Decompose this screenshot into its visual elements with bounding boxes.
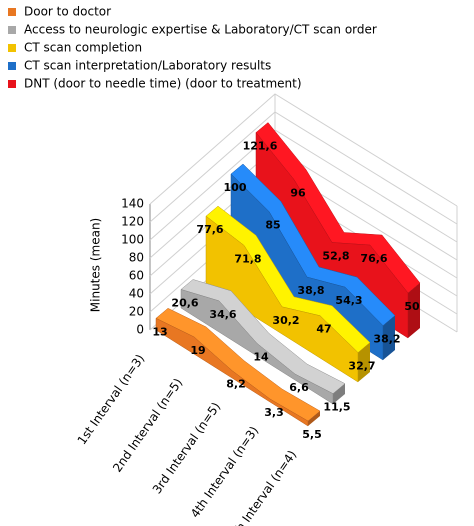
- value-label: 85: [265, 219, 280, 232]
- y-tick-label: 100: [121, 233, 144, 247]
- ribbon-end: [383, 315, 395, 360]
- ribbon-front: [155, 317, 309, 427]
- value-label: 11,5: [323, 401, 350, 414]
- legend-label: DNT (door to needle time) (door to treat…: [24, 77, 302, 91]
- value-label: 47: [316, 323, 331, 336]
- value-label: 52,8: [322, 249, 349, 262]
- legend-swatch: [8, 44, 16, 52]
- ribbon-end: [408, 283, 420, 338]
- value-label: 50: [404, 300, 420, 313]
- value-label: 13: [152, 325, 167, 338]
- value-label: 76,6: [360, 252, 387, 265]
- legend-swatch: [8, 26, 16, 34]
- ribbon-front: [180, 289, 334, 405]
- legend-label: Door to doctor: [24, 5, 111, 19]
- legend-swatch: [8, 62, 16, 70]
- value-label: 3,3: [264, 406, 284, 419]
- ribbon-end: [308, 411, 320, 426]
- value-label: 30,2: [272, 314, 299, 327]
- y-axis-label: Minutes (mean): [89, 218, 103, 312]
- legend-swatch: [8, 8, 16, 16]
- value-label: 34,6: [209, 308, 236, 321]
- y-tick-label: 80: [129, 251, 144, 265]
- value-label: 5,5: [302, 428, 322, 441]
- value-label: 20,6: [171, 296, 198, 309]
- ribbon-end: [358, 342, 370, 382]
- y-tick-label: 140: [121, 197, 144, 211]
- value-label: 96: [290, 187, 306, 200]
- value-label: 8,2: [226, 378, 246, 391]
- legend-label: Access to neurologic expertise & Laborat…: [24, 23, 377, 37]
- ribbon-end: [333, 383, 345, 404]
- value-label: 54,3: [335, 294, 362, 307]
- y-tick-label: 40: [129, 287, 144, 301]
- value-label: 71,8: [234, 252, 261, 265]
- legend-label: CT scan completion: [24, 41, 142, 55]
- y-tick-label: 120: [121, 215, 144, 229]
- legend-swatch: [8, 80, 16, 88]
- value-label: 6,6: [289, 381, 309, 394]
- y-tick-label: 0: [136, 323, 144, 337]
- value-label: 38,8: [297, 284, 324, 297]
- value-label: 100: [224, 181, 247, 194]
- y-tick-label: 20: [129, 305, 144, 319]
- y-tick-label: 60: [129, 269, 144, 283]
- value-label: 32,7: [348, 360, 375, 373]
- legend-label: CT scan interpretation/Laboratory result…: [24, 59, 271, 73]
- value-label: 14: [253, 350, 269, 363]
- value-label: 121,6: [243, 140, 278, 153]
- value-label: 38,2: [373, 333, 400, 346]
- value-label: 77,6: [196, 223, 223, 236]
- value-label: 19: [190, 344, 205, 357]
